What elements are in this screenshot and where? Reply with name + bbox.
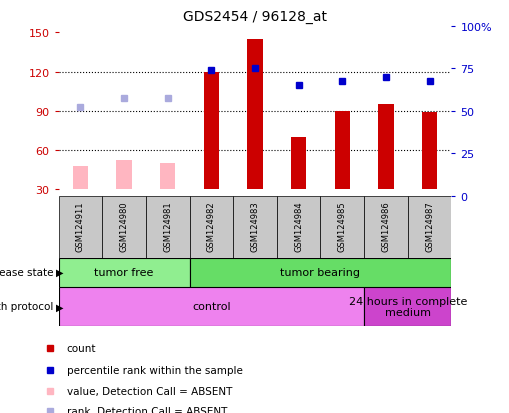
Text: GSM124986: GSM124986 <box>381 201 389 251</box>
Bar <box>160 164 175 190</box>
Text: GSM124911: GSM124911 <box>76 201 85 251</box>
Bar <box>276 196 320 258</box>
Text: GSM124983: GSM124983 <box>250 201 259 251</box>
Bar <box>363 196 407 258</box>
Bar <box>73 166 88 190</box>
Text: GSM124985: GSM124985 <box>337 201 346 251</box>
Bar <box>189 196 233 258</box>
Text: GSM124981: GSM124981 <box>163 201 172 251</box>
Text: tumor bearing: tumor bearing <box>280 268 360 278</box>
Text: growth protocol: growth protocol <box>0 301 53 312</box>
Text: GSM124982: GSM124982 <box>207 201 215 251</box>
Text: GSM124980: GSM124980 <box>120 201 128 251</box>
Bar <box>363 287 450 326</box>
Bar <box>247 40 262 190</box>
Text: tumor free: tumor free <box>94 268 154 278</box>
Text: GSM124987: GSM124987 <box>424 201 433 251</box>
Text: control: control <box>192 301 230 312</box>
Title: GDS2454 / 96128_at: GDS2454 / 96128_at <box>183 10 326 24</box>
Bar <box>59 258 189 287</box>
Bar <box>116 161 131 190</box>
Bar <box>320 196 363 258</box>
Bar <box>59 196 102 258</box>
Text: rank, Detection Call = ABSENT: rank, Detection Call = ABSENT <box>67 406 227 413</box>
Bar <box>59 287 363 326</box>
Text: value, Detection Call = ABSENT: value, Detection Call = ABSENT <box>67 386 232 396</box>
Bar <box>189 258 450 287</box>
Text: count: count <box>67 344 96 354</box>
Text: GSM124984: GSM124984 <box>294 201 302 251</box>
Bar <box>291 138 306 190</box>
Bar <box>334 112 349 190</box>
Text: percentile rank within the sample: percentile rank within the sample <box>67 365 242 375</box>
Bar <box>407 196 450 258</box>
Bar <box>378 105 393 190</box>
Text: disease state: disease state <box>0 268 53 278</box>
Text: ▶: ▶ <box>56 301 64 312</box>
Text: 24 hours in complete
medium: 24 hours in complete medium <box>348 296 466 318</box>
Bar <box>203 72 218 190</box>
Bar <box>421 113 436 190</box>
Bar <box>233 196 276 258</box>
Text: ▶: ▶ <box>56 268 64 278</box>
Bar <box>102 196 146 258</box>
Bar <box>146 196 189 258</box>
